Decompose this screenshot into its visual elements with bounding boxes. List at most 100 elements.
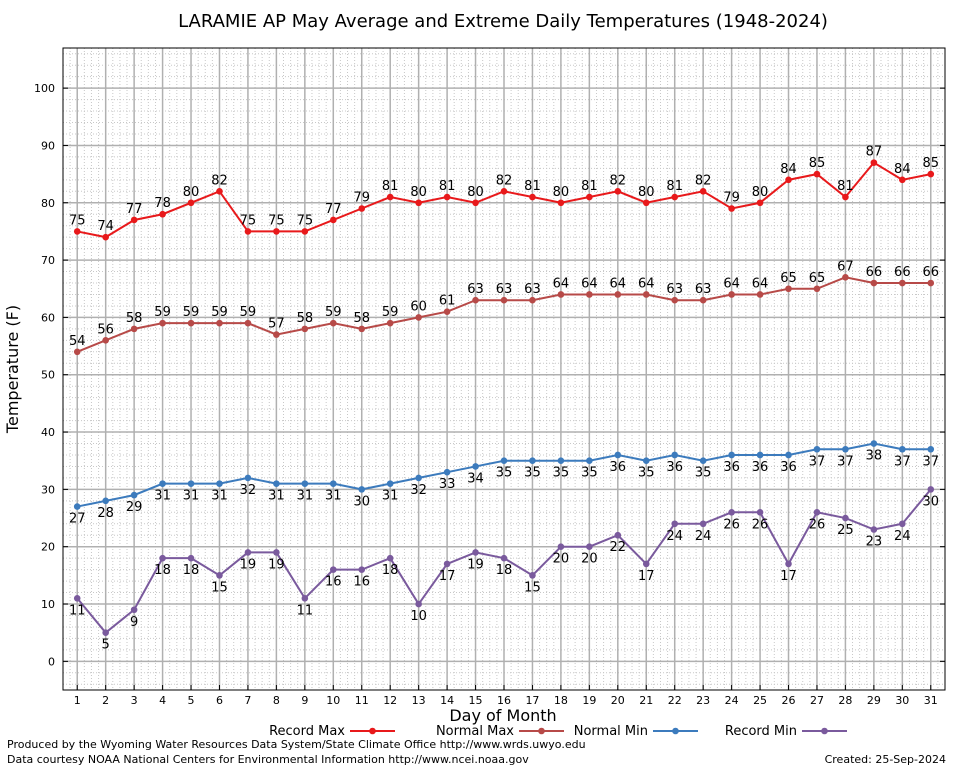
record-min-point bbox=[671, 520, 679, 528]
record-min-point bbox=[244, 549, 252, 556]
x-tick-label: 22 bbox=[668, 694, 682, 707]
record-min-data-label: 24 bbox=[695, 529, 712, 544]
x-tick-label: 27 bbox=[810, 694, 824, 707]
normal-max-point bbox=[472, 296, 479, 304]
normal-min-point bbox=[557, 457, 565, 465]
y-tick-label: 80 bbox=[41, 197, 55, 210]
normal-min-data-label: 32 bbox=[240, 483, 257, 498]
record-min-data-label: 9 bbox=[130, 615, 138, 630]
record-min-point bbox=[73, 594, 81, 602]
normal-max-data-label: 64 bbox=[553, 276, 570, 291]
record-max-data-label: 77 bbox=[325, 202, 342, 217]
record-min-point bbox=[301, 594, 309, 602]
record-max-data-label: 84 bbox=[894, 162, 911, 177]
normal-max-point bbox=[216, 319, 223, 327]
normal-max-point bbox=[244, 319, 252, 327]
record-min-data-label: 11 bbox=[69, 603, 86, 618]
record-min-point bbox=[472, 549, 479, 556]
normal-max-point bbox=[728, 291, 735, 298]
record-max-point bbox=[756, 199, 764, 207]
normal-max-point bbox=[159, 319, 166, 327]
normal-max-data-label: 56 bbox=[97, 322, 114, 337]
x-tick-label: 8 bbox=[273, 694, 280, 707]
record-min-data-label: 24 bbox=[666, 529, 683, 544]
normal-max-data-label: 58 bbox=[353, 311, 370, 326]
normal-min-data-label: 36 bbox=[723, 460, 740, 475]
x-tick-label: 30 bbox=[895, 694, 909, 707]
record-max-data-label: 85 bbox=[923, 156, 940, 171]
normal-min-data-label: 35 bbox=[496, 466, 513, 481]
normal-max-point bbox=[842, 273, 849, 281]
normal-max-point bbox=[102, 337, 109, 344]
record-min-point bbox=[216, 572, 223, 579]
record-min-point bbox=[130, 606, 138, 614]
normal-max-point bbox=[73, 348, 81, 356]
record-max-data-label: 78 bbox=[154, 196, 171, 211]
record-min-series: 11 5 9 18 18 15 19 19 11 16 16 18 10 17 19 18 15 20 20 22 17… bbox=[69, 486, 939, 653]
normal-min-point bbox=[329, 480, 337, 487]
y-tick-label: 30 bbox=[41, 483, 55, 496]
record-min-data-label: 15 bbox=[211, 580, 228, 595]
y-axis-label: Temperature (F) bbox=[3, 305, 22, 434]
record-max-point bbox=[614, 188, 622, 195]
record-max-data-label: 85 bbox=[809, 156, 826, 171]
record-max-point bbox=[899, 176, 906, 184]
record-max-data-label: 75 bbox=[69, 213, 86, 228]
record-max-point bbox=[671, 193, 679, 201]
record-min-data-label: 20 bbox=[553, 552, 570, 567]
x-tick-label: 2 bbox=[102, 694, 109, 707]
normal-min-data-label: 34 bbox=[467, 471, 484, 486]
normal-min-point bbox=[699, 457, 707, 465]
record-max-series: 75 74 77 78 80 82 75 75 75 77 79 81 80 81 80 82 81 80 81 82… bbox=[69, 145, 939, 241]
x-tick-label: 23 bbox=[696, 694, 710, 707]
normal-max-data-label: 54 bbox=[69, 334, 86, 349]
normal-max-point bbox=[870, 279, 878, 287]
record-min-point bbox=[159, 554, 166, 562]
x-axis-label: Day of Month bbox=[449, 706, 556, 725]
normal-min-data-label: 36 bbox=[752, 460, 769, 475]
normal-min-point bbox=[386, 480, 394, 487]
record-max-point bbox=[443, 193, 451, 201]
legend-marker-normal-min bbox=[672, 727, 679, 735]
normal-max-series: 54 56 58 59 59 59 59 57 58 59 58 59 60 61 63 63 63 64 64 64… bbox=[69, 259, 939, 356]
normal-min-point bbox=[586, 457, 593, 465]
legend-label-record-min: Record Min bbox=[725, 724, 797, 739]
normal-max-point bbox=[642, 291, 650, 298]
x-tick-label: 1 bbox=[74, 694, 81, 707]
record-min-data-label: 5 bbox=[102, 638, 110, 653]
normal-min-point bbox=[301, 480, 309, 487]
x-tick-label: 28 bbox=[838, 694, 852, 707]
x-tick-label: 6 bbox=[216, 694, 223, 707]
record-min-point bbox=[443, 560, 451, 568]
record-max-data-label: 84 bbox=[780, 162, 797, 177]
chart-title: LARAMIE AP May Average and Extreme Daily… bbox=[178, 11, 828, 32]
normal-min-data-label: 31 bbox=[325, 489, 342, 504]
legend-marker-normal-max bbox=[538, 727, 545, 735]
legend-marker-record-max bbox=[369, 727, 376, 735]
normal-min-data-label: 35 bbox=[638, 466, 655, 481]
normal-max-point bbox=[671, 296, 679, 304]
footer-producer: Produced by the Wyoming Water Resources … bbox=[7, 738, 586, 751]
normal-max-point bbox=[273, 331, 280, 338]
normal-min-point bbox=[642, 457, 650, 465]
grid bbox=[63, 48, 945, 690]
normal-max-point bbox=[329, 319, 337, 327]
record-min-data-label: 20 bbox=[581, 552, 598, 567]
y-tick-label: 70 bbox=[41, 254, 55, 267]
record-max-data-label: 81 bbox=[439, 179, 456, 194]
record-max-point bbox=[728, 205, 735, 212]
normal-min-point bbox=[187, 480, 195, 487]
record-min-data-label: 19 bbox=[240, 557, 257, 572]
normal-max-point bbox=[614, 291, 622, 298]
record-min-data-label: 16 bbox=[353, 575, 370, 590]
normal-min-point bbox=[785, 451, 792, 459]
x-tick-label: 9 bbox=[301, 694, 308, 707]
normal-max-point bbox=[813, 285, 821, 293]
record-min-point bbox=[102, 629, 109, 636]
record-max-data-label: 80 bbox=[638, 185, 655, 200]
record-min-point bbox=[529, 572, 536, 579]
x-tick-label: 17 bbox=[525, 694, 539, 707]
normal-max-point bbox=[415, 314, 422, 321]
normal-min-data-label: 32 bbox=[410, 483, 427, 498]
